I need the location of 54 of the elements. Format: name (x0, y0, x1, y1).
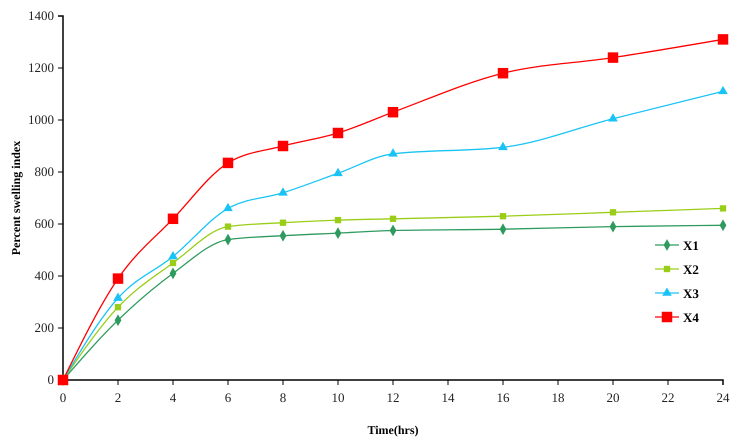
point (388, 106, 398, 118)
point (113, 292, 123, 301)
x-tick-label: 10 (332, 390, 344, 406)
y-tick-label: 1200 (28, 60, 54, 76)
point (168, 214, 178, 224)
y-tick-label: 600 (34, 216, 54, 232)
point (222, 158, 234, 168)
legend-label: X3 (683, 286, 700, 301)
y-tick-label: 1400 (28, 8, 54, 24)
x-tick-label: 20 (606, 390, 620, 406)
point (224, 223, 232, 230)
x-tick-label: 0 (60, 390, 66, 406)
point (112, 273, 124, 284)
point (500, 213, 506, 220)
x-axis-title: Time(hrs) (367, 423, 419, 437)
point (223, 202, 233, 212)
x-tick-label: 18 (552, 390, 564, 406)
x-tick-label: 22 (662, 390, 674, 406)
y-axis-title: Percent swelling index (9, 140, 23, 256)
point (610, 209, 616, 216)
x-tick-label: 8 (280, 390, 286, 406)
point (390, 216, 396, 222)
point (168, 250, 178, 260)
point (608, 52, 618, 63)
point (170, 260, 176, 266)
point (720, 205, 726, 212)
x-tick-label: 2 (114, 390, 122, 406)
legend-label: X1 (683, 238, 699, 253)
y-tick-label: 400 (34, 268, 54, 284)
point (498, 142, 508, 150)
x-tick-label: 4 (170, 390, 177, 406)
point (278, 140, 288, 152)
x-tick-label: 12 (386, 390, 400, 406)
point (280, 220, 286, 226)
point (333, 168, 343, 176)
point (388, 148, 398, 157)
point (114, 304, 122, 310)
point (718, 86, 728, 94)
point (718, 34, 728, 45)
legend-label: X2 (683, 262, 699, 277)
point (498, 68, 508, 78)
y-tick-label: 1000 (28, 112, 54, 128)
y-tick-label: 800 (34, 164, 54, 180)
point (332, 128, 344, 138)
point (278, 187, 288, 196)
legend-label: X4 (683, 310, 700, 325)
y-tick-label: 200 (34, 320, 54, 336)
point (334, 216, 342, 224)
x-tick-label: 16 (496, 390, 510, 406)
x-tick-label: 6 (224, 390, 232, 406)
y-tick-label: 0 (48, 372, 54, 388)
point (608, 113, 618, 122)
x-tick-label: 14 (442, 390, 455, 406)
x-tick-label: 24 (716, 390, 730, 406)
